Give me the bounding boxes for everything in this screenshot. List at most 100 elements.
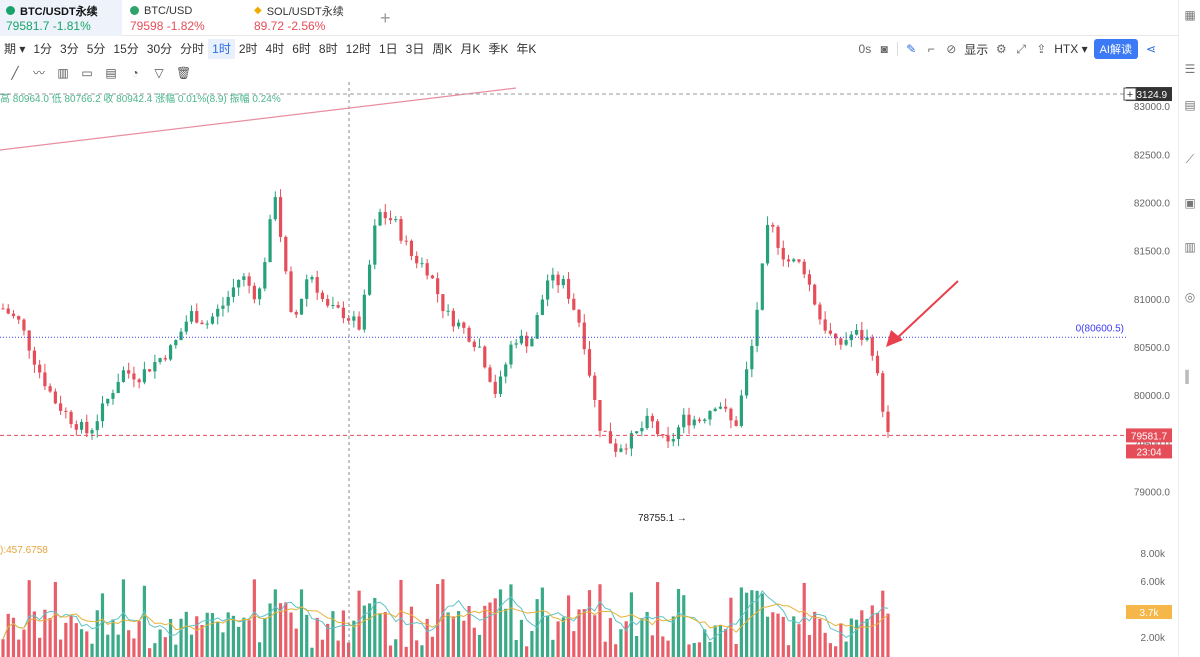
volume-bar [886, 613, 890, 657]
ruler-tool-icon[interactable]: ▭ [81, 66, 93, 80]
volume-bar [184, 611, 188, 657]
share-icon[interactable]: ⋖ [1145, 42, 1157, 56]
interval-16[interactable]: 月K [460, 42, 481, 56]
settings-icon[interactable]: ◎ [1184, 290, 1196, 304]
filter-tool-icon[interactable]: ▽ [154, 66, 164, 80]
symbol-tabbar: BTC/USDT永续 79581.7 -1.81% BTC/USD 79598 … [0, 0, 1178, 36]
volume-bar [310, 647, 314, 657]
price-tick-label: 81500.0 [1134, 247, 1171, 258]
tab-sol-usdt-perp[interactable]: ◆ SOL/USDT永续 89.72 -2.56% [248, 0, 372, 36]
candle-body [399, 219, 403, 241]
candle-body [865, 337, 869, 340]
volume-bar [132, 638, 136, 657]
fib-level-label: 0(80600.5) [1076, 323, 1124, 334]
volume-bar [724, 628, 728, 657]
volume-bar [451, 616, 455, 657]
volume-bar [226, 612, 230, 657]
brush-tool-icon[interactable]: ◔ [131, 66, 139, 80]
interval-9[interactable]: 4时 [265, 42, 285, 56]
candle-body [551, 274, 555, 281]
interval-11[interactable]: 8时 [318, 42, 338, 56]
volume-bar [692, 643, 696, 657]
volume-bar [446, 612, 450, 657]
candle-body [839, 338, 843, 345]
add-tab-icon[interactable]: + [380, 8, 391, 28]
display-button[interactable]: 显示 [964, 42, 989, 57]
candle-body [362, 294, 366, 330]
coin-icon [130, 6, 139, 15]
line-tool-icon[interactable]: ╱ [11, 66, 19, 80]
pen-icon[interactable]: ✎ [906, 42, 917, 56]
interval-7[interactable]: 1时 [208, 39, 235, 59]
note-tool-icon[interactable]: ▤ [105, 66, 117, 80]
candle-body [582, 322, 586, 350]
gear-icon[interactable]: ⚙ [995, 42, 1007, 56]
candle-body [237, 279, 241, 288]
volume-bar [163, 637, 167, 657]
volume-bar [59, 639, 63, 657]
magnet-icon[interactable]: ⌐ [927, 42, 935, 56]
interval-1[interactable]: 1分 [33, 42, 53, 56]
interval-18[interactable]: 年K [516, 42, 537, 56]
candle-body [64, 410, 68, 412]
candle-body [90, 430, 94, 434]
interval-2[interactable]: 3分 [60, 42, 79, 56]
grid-icon[interactable]: ▦ [1184, 8, 1196, 22]
interval-4[interactable]: 15分 [113, 42, 139, 56]
curve-tool-icon[interactable]: 〰 [32, 66, 45, 80]
interval-0[interactable]: 期 ▾ [4, 42, 26, 56]
volume-bar [148, 648, 152, 657]
candle-body [713, 408, 717, 411]
volume-bar [85, 631, 89, 657]
volume-bar [100, 593, 105, 657]
interval-3[interactable]: 5分 [86, 42, 106, 56]
trash-icon[interactable]: 🗑 [176, 66, 192, 80]
interval-5[interactable]: 30分 [146, 42, 173, 56]
interval-14[interactable]: 3日 [405, 42, 425, 56]
interval-12[interactable]: 12时 [345, 42, 371, 56]
share-link-icon[interactable]: ⇪ [1036, 42, 1047, 56]
price-tick-label: 80000.0 [1134, 391, 1171, 402]
interval-10[interactable]: 6时 [292, 42, 311, 56]
volume-bar [430, 636, 435, 657]
candle-body [305, 279, 309, 299]
book-icon[interactable]: ▤ [1184, 98, 1196, 112]
tab-btc-usd[interactable]: BTC/USD 79598 -1.82% [124, 0, 244, 36]
candle-body [765, 224, 770, 264]
camera-icon[interactable]: ◙ [880, 42, 888, 56]
interval-6[interactable]: 分时 [180, 42, 205, 56]
trend-line [0, 87, 517, 151]
candle-body [100, 403, 105, 422]
calc-icon[interactable]: ▥ [1184, 240, 1196, 254]
ai-analysis-button[interactable]: AI解读 [1093, 39, 1138, 59]
volume-bar [509, 584, 513, 657]
candle-body [577, 309, 581, 323]
candle-tool-icon[interactable]: ▥ [57, 66, 69, 80]
interval-13[interactable]: 1日 [378, 42, 398, 56]
volume-bar [263, 618, 267, 657]
exchange-select[interactable]: HTX ▾ [1054, 42, 1088, 56]
volume-bar [305, 614, 309, 657]
hide-icon[interactable]: ⊘ [946, 42, 957, 56]
candle-body [519, 335, 524, 344]
collapse-icon[interactable]: ▍ [1185, 370, 1195, 384]
interval-17[interactable]: 季K [488, 42, 509, 56]
list-icon[interactable]: ☰ [1184, 62, 1196, 76]
candle-body [682, 414, 686, 428]
interval-15[interactable]: 周K [432, 42, 453, 56]
candle-body [153, 362, 157, 372]
candle-body [200, 322, 204, 325]
candle-body [231, 287, 236, 297]
fullscreen-icon[interactable]: ⤢ [1016, 42, 1027, 56]
candle-body [315, 277, 319, 293]
candle-body [734, 420, 738, 426]
trend-icon[interactable]: ⟋ [1185, 152, 1195, 166]
layout-icon[interactable]: ▣ [1184, 196, 1196, 210]
interval-8[interactable]: 2时 [238, 42, 258, 56]
tab-btc-usdt-perp[interactable]: BTC/USDT永续 79581.7 -1.81% [0, 0, 122, 36]
price-tick-label: 82500.0 [1134, 150, 1171, 161]
candle-body [655, 421, 660, 435]
candle-body [6, 308, 10, 314]
volume-current-tag: 3.7k [1140, 608, 1160, 619]
